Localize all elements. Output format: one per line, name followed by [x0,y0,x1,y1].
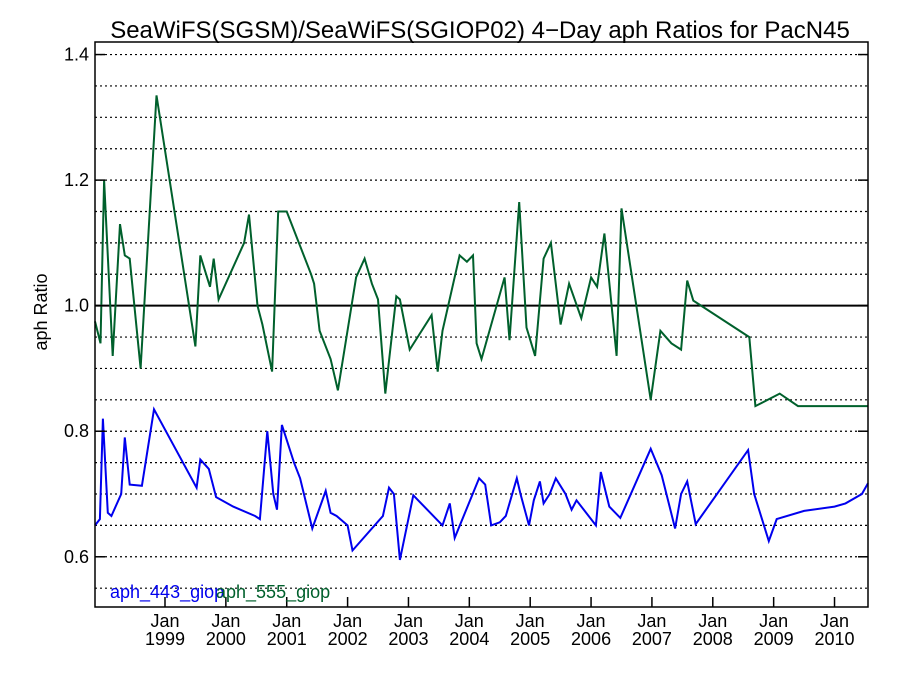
legend-entry-aph-555-giop: aph_555_giop [216,582,330,603]
x-tick-label-year: 2002 [328,629,368,649]
x-tick-label-month: Jan [150,611,179,631]
x-tick-label-month: Jan [272,611,301,631]
y-tick-label: 1.0 [64,296,89,316]
x-tick-label-year: 2006 [571,629,611,649]
x-tick-label-year: 2000 [206,629,246,649]
x-tick-label-month: Jan [211,611,240,631]
x-tick-label-month: Jan [820,611,849,631]
series-line-aph-555-giop [94,95,868,408]
x-tick-label-year: 2010 [815,629,855,649]
y-tick-label: 0.6 [64,547,89,567]
y-tick-label: 1.2 [64,170,89,190]
legend-entry-aph-443-giop: aph_443_giop [110,582,224,603]
x-tick-label-year: 2001 [267,629,307,649]
y-axis-label: aph Ratio [31,273,51,350]
x-tick-label-year: 2008 [693,629,733,649]
y-tick-label: 1.4 [64,45,89,65]
x-tick-label-year: 2007 [632,629,672,649]
x-tick-label-month: Jan [759,611,788,631]
x-tick-label-year: 2004 [449,629,489,649]
grid-lines [95,53,868,589]
x-tick-label-month: Jan [577,611,606,631]
legend: aph_443_giop aph_555_giop [110,582,330,603]
plot-frame [94,41,869,608]
x-tick-label-year: 2003 [388,629,428,649]
x-tick-label-month: Jan [394,611,423,631]
x-tick-label-month: Jan [455,611,484,631]
chart-title: SeaWiFS(SGSM)/SeaWiFS(SGIOP02) 4−Day aph… [110,17,850,44]
series-line-aph-443-giop [94,406,869,561]
y-tick-label: 0.8 [64,421,89,441]
x-tick-label-month: Jan [637,611,666,631]
y-axis-ticks: 0.6 0.8 1.0 1.2 1.4 [64,45,868,567]
x-tick-label-year: 2005 [510,629,550,649]
x-axis-ticks: Jan1999Jan2000Jan2001Jan2002Jan2003Jan20… [145,597,855,649]
x-tick-label-month: Jan [516,611,545,631]
x-tick-label-month: Jan [698,611,727,631]
series-layer [94,95,869,561]
x-tick-label-month: Jan [333,611,362,631]
x-tick-label-year: 2009 [754,629,794,649]
x-tick-label-year: 1999 [145,629,185,649]
